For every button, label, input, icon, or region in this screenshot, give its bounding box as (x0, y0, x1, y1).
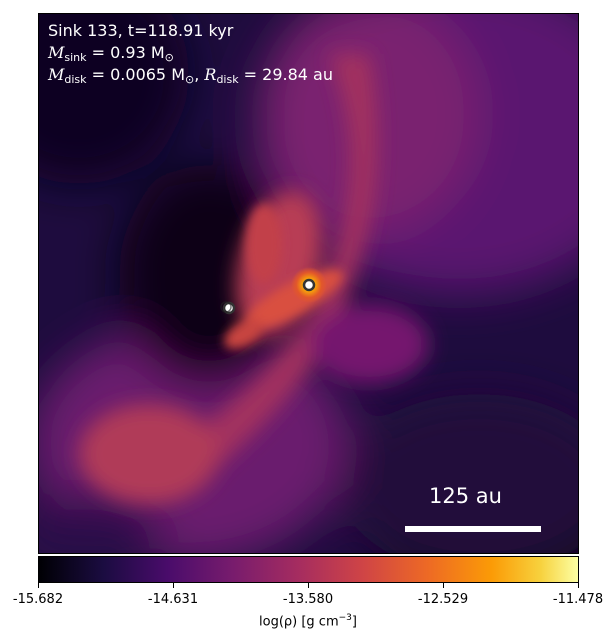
colorbar-label-close: ] (351, 614, 357, 630)
colorbar-label: log(ρ) [g cm−3] (259, 613, 357, 629)
m-sink-value: = 0.93 M (91, 43, 165, 62)
colorbar-tick (173, 583, 174, 588)
colorbar-tick-label: -15.682 (12, 592, 64, 607)
colorbar-tick (38, 583, 39, 588)
colorbar-label-exponent: −3 (338, 613, 352, 623)
m-disk-value: = 0.0065 M (91, 65, 185, 84)
scale-bar (405, 526, 541, 532)
colorbar-tick-label: -14.631 (147, 592, 199, 607)
colorbar-tick-label: -13.580 (282, 592, 334, 607)
colorbar-tick-label: -11.478 (552, 592, 604, 607)
r-disk-symbol: R (204, 65, 217, 84)
m-disk-subscript: disk (64, 73, 87, 86)
r-disk-subscript: disk (216, 73, 239, 86)
colorbar-label-main: log(ρ) [g cm (259, 614, 339, 630)
disk-info-line: Mdisk = 0.0065 M⊙, Rdisk = 29.84 au (48, 65, 333, 86)
sink-mass-line: Msink = 0.93 M⊙ (48, 43, 174, 64)
sink-marker-primary (302, 278, 316, 292)
density-map: Sink 133, t=118.91 kyr Msink = 0.93 M⊙ M… (38, 13, 579, 554)
m-disk-symbol: M (48, 65, 65, 84)
colorbar (38, 556, 579, 583)
r-disk-value: = 29.84 au (243, 65, 333, 84)
m-disk-unit-sub: ⊙ (185, 73, 195, 86)
m-sink-unit-sub: ⊙ (164, 51, 174, 64)
sink-info-title: Sink 133, t=118.91 kyr (48, 21, 234, 40)
colorbar-tick-label: -12.529 (417, 592, 469, 607)
scale-bar-label: 125 au (429, 484, 502, 508)
colorbar-tick (308, 583, 309, 588)
separator: , (194, 65, 205, 84)
density-image (39, 14, 578, 553)
m-sink-subscript: sink (64, 51, 87, 64)
colorbar-tick (443, 583, 444, 588)
m-sink-symbol: M (48, 43, 65, 62)
colorbar-tick (578, 583, 579, 588)
